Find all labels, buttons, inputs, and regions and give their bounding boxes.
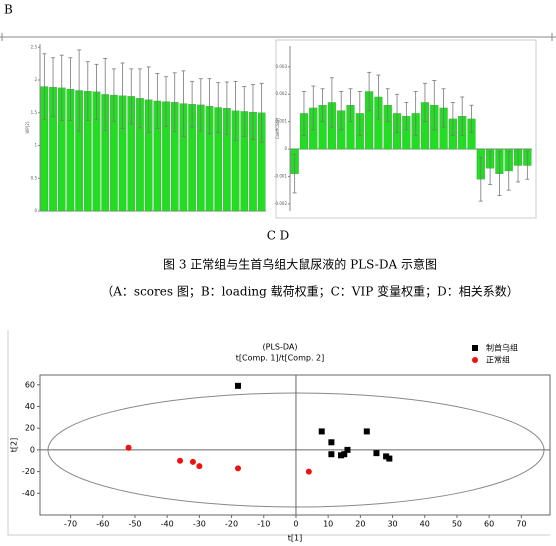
y-tick-label: -40	[22, 489, 35, 498]
y-axis-label: CoeffCS[2]	[275, 117, 280, 139]
y-tick-label: 20	[25, 424, 35, 433]
point	[341, 451, 348, 458]
legend-marker	[472, 345, 478, 351]
point	[328, 439, 335, 446]
y-tick-label: 1.5	[31, 110, 38, 115]
panel-frame	[7, 330, 550, 536]
point	[305, 468, 312, 475]
x-tick-label: -50	[128, 520, 141, 529]
x-tick-label: 10	[323, 520, 333, 529]
x-tick-label: -40	[161, 520, 174, 529]
y-axis-label: t[2]	[10, 438, 19, 452]
caption: 图 3 正常组与生首乌组大鼠尿液的 PLS-DA 示意图	[163, 257, 437, 272]
point	[363, 428, 370, 435]
y-tick-label: -0.001	[274, 173, 287, 178]
point	[338, 452, 345, 459]
y-tick-label: 0	[34, 208, 37, 213]
y-tick-label: 0.5	[31, 175, 38, 180]
point	[189, 458, 196, 465]
x-tick-label: -30	[193, 520, 206, 529]
y-tick-label: 1	[34, 143, 37, 148]
legend-marker	[472, 357, 478, 363]
legend-label: 制首乌组	[486, 343, 518, 353]
y-tick-label: -20	[22, 467, 35, 476]
point	[373, 450, 380, 457]
y-tick-label: 0.002	[276, 91, 288, 96]
chart-title: (PLS-DA)	[263, 343, 298, 352]
x-tick-label: -20	[225, 520, 238, 529]
panel-frame	[275, 39, 537, 219]
point	[328, 451, 335, 458]
panel-label: C D	[267, 229, 290, 243]
point	[386, 455, 393, 462]
point	[383, 453, 390, 460]
caption-note: （A：scores 图；B：loading 载荷权重；C：VIP 变量权重；D：…	[101, 284, 518, 299]
x-tick-label: -60	[96, 520, 109, 529]
x-tick-label: 50	[452, 520, 462, 529]
y-tick-label: 0	[30, 445, 35, 454]
y-tick-label: 2.5	[31, 44, 38, 49]
y-axis-label: VIP[2]	[25, 121, 30, 133]
y-tick-label: 0.001	[276, 119, 288, 124]
y-tick-label: 0.003	[276, 64, 288, 69]
legend-label: 正常组	[486, 355, 510, 365]
point	[344, 446, 351, 453]
chart-subtitle: t[Comp. 1]/t[Comp. 2]	[236, 354, 325, 363]
x-tick-label: 40	[420, 520, 430, 529]
panel-label: B	[4, 3, 13, 17]
y-tick-label: 60	[25, 380, 35, 389]
y-tick-label: -0.002	[274, 201, 287, 206]
point	[125, 444, 132, 451]
point	[318, 428, 325, 435]
x-tick-label: -10	[257, 520, 270, 529]
point	[235, 465, 242, 472]
point	[177, 457, 184, 464]
plot-frame	[39, 374, 551, 516]
y-tick-label: 2	[34, 77, 37, 82]
x-tick-label: -70	[64, 520, 77, 529]
x-tick-label: 0	[293, 520, 298, 529]
point	[235, 382, 242, 389]
y-tick-label: 40	[25, 402, 35, 411]
point	[196, 463, 203, 470]
x-tick-label: 30	[387, 520, 397, 529]
x-axis-label: t[1]	[288, 534, 302, 543]
x-tick-label: 20	[355, 520, 365, 529]
x-tick-label: 70	[516, 520, 526, 529]
x-tick-label: 60	[484, 520, 494, 529]
y-tick-label: 0	[284, 146, 287, 151]
